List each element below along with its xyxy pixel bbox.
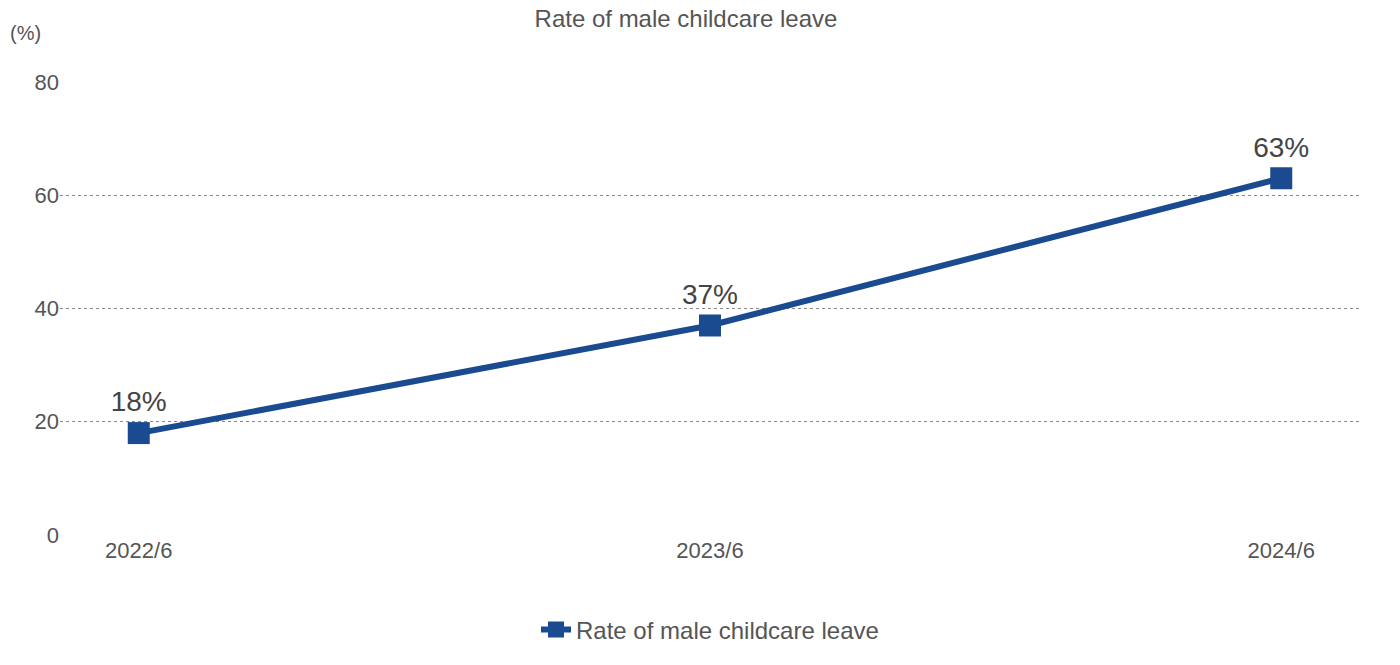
svg-text:18%: 18%: [111, 386, 167, 417]
svg-text:40: 40: [35, 296, 59, 321]
svg-text:60: 60: [35, 183, 59, 208]
svg-text:37%: 37%: [682, 279, 738, 310]
svg-text:2024/6: 2024/6: [1248, 538, 1315, 563]
svg-text:Rate of male childcare leave: Rate of male childcare leave: [535, 5, 838, 32]
svg-text:0: 0: [47, 523, 59, 548]
svg-text:2022/6: 2022/6: [105, 538, 172, 563]
svg-text:Rate of male childcare leave: Rate of male childcare leave: [576, 617, 879, 644]
svg-text:(%): (%): [10, 22, 41, 44]
svg-text:20: 20: [35, 409, 59, 434]
svg-text:2023/6: 2023/6: [676, 538, 743, 563]
svg-text:80: 80: [35, 70, 59, 95]
svg-text:63%: 63%: [1253, 132, 1309, 163]
